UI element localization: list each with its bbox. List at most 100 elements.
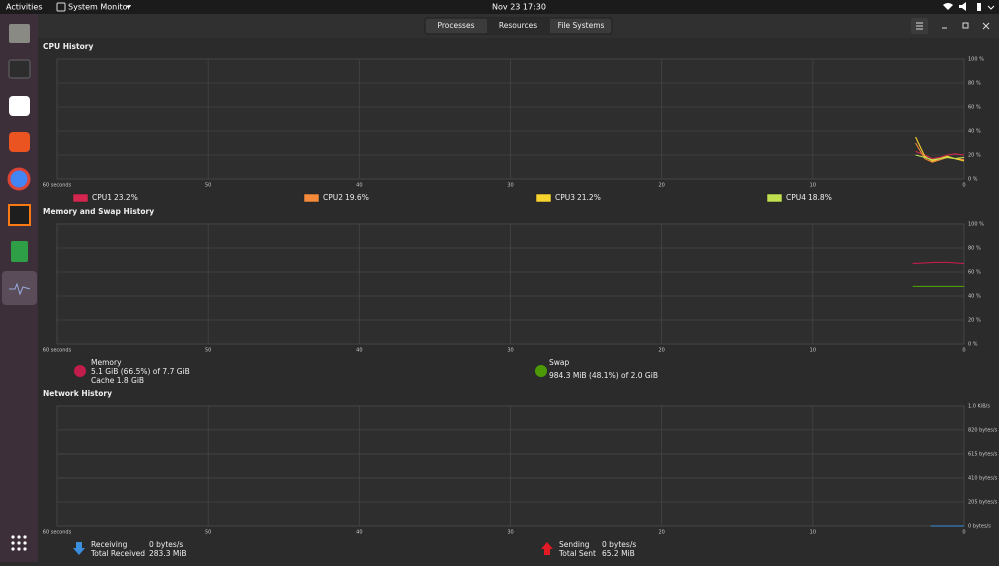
dock-software[interactable]	[9, 132, 30, 152]
x-tick-label: 60 seconds	[43, 348, 72, 354]
history-line	[912, 261, 965, 265]
legend-label: Sending	[559, 540, 590, 549]
app-menu-arrow	[126, 5, 131, 9]
legend-usage: 984.3 MiB (48.1%) of 2.0 GiB	[549, 371, 658, 380]
tab[interactable]: File Systems	[558, 21, 605, 30]
clock[interactable]: Nov 23 17:30	[492, 3, 546, 12]
y-tick-label: 205 bytes/s	[968, 499, 998, 505]
swap-pie	[535, 365, 547, 377]
legend-total-label: Total Sent	[558, 549, 596, 558]
close-button[interactable]	[982, 22, 990, 30]
show-apps[interactable]	[11, 535, 27, 551]
y-tick-label: 1.0 KiB/s	[968, 404, 990, 410]
y-tick-label: 40 %	[968, 294, 981, 300]
x-tick-label: 0	[962, 530, 965, 536]
legend-total-label: Total Received	[90, 549, 145, 558]
dock-terminal[interactable]	[8, 59, 31, 79]
x-tick-label: 60 seconds	[43, 183, 72, 189]
y-tick-label: 60 %	[968, 270, 981, 276]
x-tick-label: 40	[356, 530, 362, 536]
legend-value: 18.8%	[808, 193, 832, 202]
x-tick-label: 30	[507, 348, 513, 354]
y-tick-label: 0 %	[968, 177, 978, 183]
receiving-icon	[73, 542, 85, 555]
y-tick-label: 0 bytes/s	[968, 524, 991, 530]
legend-total: 65.2 MiB	[602, 549, 635, 558]
dock-files[interactable]	[9, 24, 30, 43]
y-tick-label: 80 %	[968, 81, 981, 87]
system-menu[interactable]	[987, 5, 995, 10]
dock-active[interactable]	[2, 271, 37, 305]
legend-label: CPU2	[323, 193, 343, 202]
x-tick-label: 10	[810, 348, 816, 354]
x-tick-label: 0	[962, 348, 965, 354]
legend-value: 21.2%	[577, 193, 601, 202]
y-tick-label: 20 %	[968, 318, 981, 324]
legend-swatch	[766, 193, 783, 203]
app-icon	[56, 2, 66, 12]
legend-value: 19.6%	[345, 193, 369, 202]
legend-label: CPU3	[555, 193, 575, 202]
y-tick-label: 820 bytes/s	[968, 427, 998, 433]
x-tick-label: 50	[205, 348, 211, 354]
legend-swatch	[535, 193, 552, 203]
battery-icon[interactable]	[977, 3, 981, 11]
dock-calc[interactable]	[11, 241, 28, 262]
x-tick-label: 20	[658, 530, 664, 536]
dock-intellij[interactable]	[8, 204, 31, 226]
legend-rate: 0 bytes/s	[602, 540, 636, 549]
y-tick-label: 40 %	[968, 129, 981, 135]
app-menu[interactable]: System Monitor	[68, 3, 131, 12]
y-tick-label: 100 %	[968, 222, 984, 228]
legend-label: Swap	[549, 358, 569, 367]
legend-label: CPU1	[92, 193, 112, 202]
sending-icon	[541, 542, 553, 555]
tab-selected-bg	[487, 18, 550, 34]
menu-icon	[916, 22, 923, 30]
memory-pie	[74, 365, 86, 377]
x-tick-label: 30	[507, 530, 513, 536]
y-tick-label: 80 %	[968, 246, 981, 252]
volume-icon[interactable]	[959, 2, 966, 11]
dock-app[interactable]	[9, 96, 30, 116]
activities[interactable]: Activities	[6, 3, 43, 12]
section-title: Network History	[43, 389, 112, 398]
x-tick-label: 50	[205, 183, 211, 189]
maximize-button[interactable]	[962, 22, 969, 29]
dock-chrome[interactable]	[7, 167, 31, 191]
y-tick-label: 100 %	[968, 57, 984, 63]
y-tick-label: 615 bytes/s	[968, 451, 998, 457]
x-tick-label: 10	[810, 530, 816, 536]
legend-label: CPU4	[786, 193, 806, 202]
y-tick-label: 60 %	[968, 105, 981, 111]
legend-value: 23.2%	[114, 193, 138, 202]
x-tick-label: 50	[205, 530, 211, 536]
legend-total: 283.3 MiB	[149, 549, 187, 558]
section-title: CPU History	[43, 42, 93, 51]
history-line	[915, 154, 965, 161]
top-bar	[0, 0, 999, 14]
y-tick-label: 410 bytes/s	[968, 475, 998, 481]
x-tick-label: 30	[507, 183, 513, 189]
legend-rate: 0 bytes/s	[149, 540, 183, 549]
y-tick-label: 0 %	[968, 342, 978, 348]
x-tick-label: 20	[658, 348, 664, 354]
legend-cache: Cache 1.8 GiB	[91, 376, 144, 385]
wifi-icon[interactable]	[943, 3, 953, 10]
legend-swatch	[72, 193, 89, 203]
legend-usage: 5.1 GiB (66.5%) of 7.7 GiB	[91, 367, 190, 376]
x-tick-label: 40	[356, 348, 362, 354]
tab-selected[interactable]: Resources	[499, 21, 537, 30]
dock-monitor-icon	[9, 282, 31, 296]
x-tick-label: 60 seconds	[43, 530, 72, 536]
legend-label: Receiving	[91, 540, 128, 549]
section-title: Memory and Swap History	[43, 207, 154, 216]
legend-swatch	[303, 193, 320, 203]
x-tick-label: 10	[810, 183, 816, 189]
x-tick-label: 0	[962, 183, 965, 189]
cpu-legend: CPU1 23.2% CPU2 19.6% CPU3 21.2% CPU4 18.8%	[72, 193, 832, 203]
legend-label: Memory	[91, 358, 122, 367]
x-tick-label: 20	[658, 183, 664, 189]
tab[interactable]: Processes	[438, 21, 475, 30]
